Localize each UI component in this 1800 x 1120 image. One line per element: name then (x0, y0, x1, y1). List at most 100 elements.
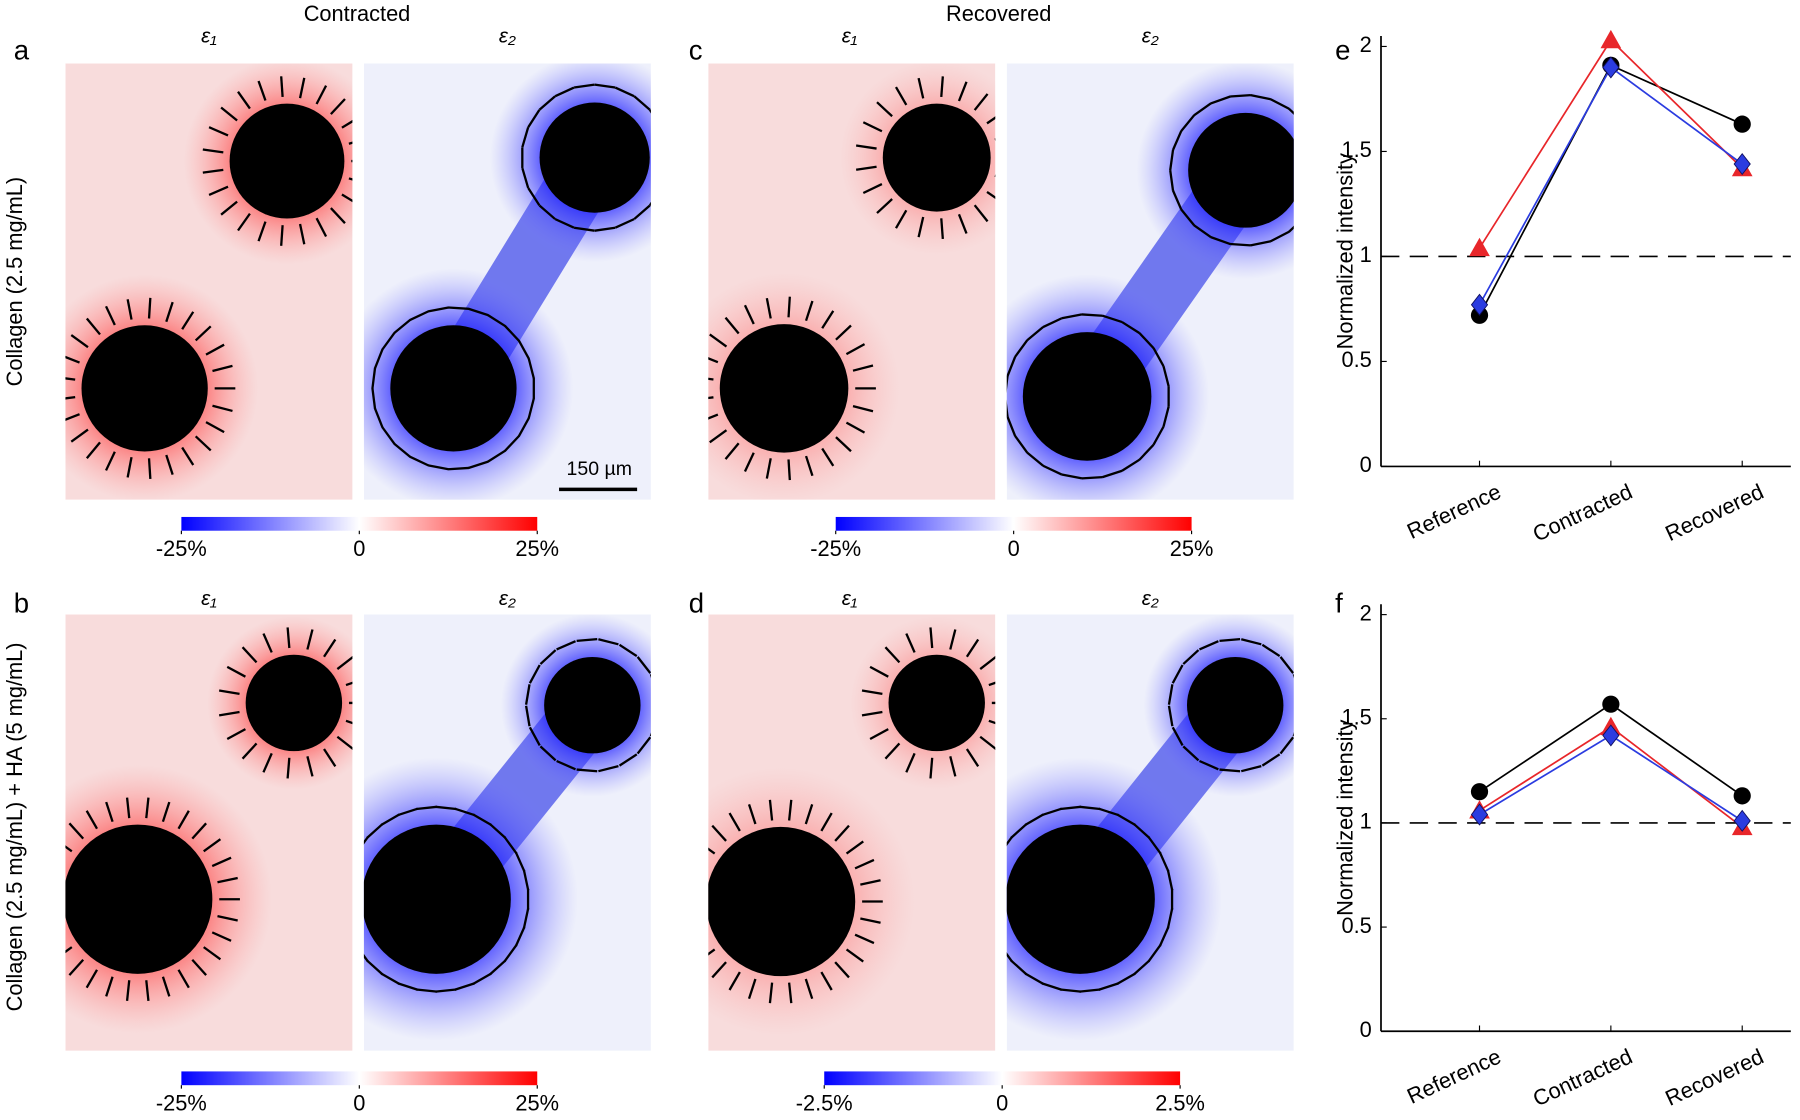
strain-direction (1121, 458, 1141, 472)
bead (888, 654, 985, 752)
strain-direction (181, 446, 195, 466)
bead (390, 325, 517, 452)
strain-direction (1270, 230, 1290, 243)
strain-direction (661, 168, 667, 188)
strain-direction (1182, 745, 1200, 762)
strain-direction (218, 689, 240, 695)
strain-direction (854, 933, 875, 945)
strain-map-content (363, 614, 651, 1051)
strain-direction (454, 807, 475, 817)
strain-direction (194, 435, 212, 452)
strain-direction (65, 845, 73, 853)
strain-direction (1138, 443, 1155, 461)
bead (81, 325, 208, 452)
row-title: Collagen (2.5 mg/mL) + HA (5 mg/mL) (2, 642, 27, 1011)
strain-direction (524, 705, 531, 727)
marker (1733, 787, 1751, 805)
strain-direction (241, 742, 258, 760)
strain-direction (1024, 972, 1044, 985)
panel-label: d (689, 588, 704, 619)
strain-direction (1133, 959, 1151, 976)
series-line (1479, 734, 1743, 822)
strain-direction (1240, 764, 1262, 773)
strain-direction (787, 799, 793, 821)
strain-direction (527, 109, 541, 128)
strain-direction (835, 436, 852, 453)
strain-direction (528, 664, 541, 684)
colorbar (824, 1071, 1181, 1086)
strain-direction (1060, 988, 1082, 993)
strain-direction (126, 456, 133, 478)
strain-direction (428, 306, 449, 313)
strain-direction (125, 980, 131, 1001)
colorbar-tick-label: -25% (810, 536, 861, 561)
strain-direction (1288, 225, 1294, 233)
strain-direction (205, 421, 225, 434)
strain-direction (724, 316, 740, 335)
strain-direction (126, 299, 133, 320)
strain-direction (835, 324, 852, 341)
strain-direction (988, 719, 996, 725)
strain-direction (633, 204, 651, 220)
strain-direction (1158, 851, 1170, 872)
strain-direction (711, 961, 727, 979)
strain-direction (905, 633, 916, 653)
x-tick-label: Reference (1403, 479, 1505, 544)
strain-direction (85, 810, 98, 830)
strain-direction (517, 340, 530, 360)
strain-direction (70, 428, 89, 443)
strain-direction (1006, 356, 1017, 377)
marker (1470, 783, 1489, 801)
bead (708, 826, 856, 977)
strain-direction (65, 413, 80, 421)
strain-direction (1152, 347, 1165, 367)
strain-label: ε₁ (201, 25, 217, 48)
strain-direction (821, 447, 835, 467)
strain-direction (177, 969, 190, 989)
strain-direction (965, 748, 980, 767)
strain-direction (1240, 638, 1262, 646)
strain-direction (44, 932, 63, 940)
x-tick-label: Recovered (1661, 1044, 1767, 1111)
y-tick-label: 0 (1360, 1017, 1372, 1042)
strain-label: ε₁ (842, 587, 858, 610)
strain-direction (648, 109, 651, 114)
bead (719, 324, 849, 453)
strain-direction (208, 126, 229, 137)
strain-direction (804, 455, 814, 477)
strain-direction (145, 797, 150, 819)
strain-map-content (708, 63, 996, 500)
strain-direction (594, 226, 616, 232)
bead (544, 657, 641, 754)
strain-direction (1304, 200, 1315, 218)
strain-direction (973, 93, 989, 111)
strain-direction (65, 355, 80, 364)
strain-direction (371, 388, 377, 409)
x-tick-label: Recovered (1661, 479, 1767, 546)
strain-direction (65, 946, 73, 954)
strain-direction (855, 165, 877, 171)
strain-direction (435, 805, 457, 811)
strain-direction (194, 325, 212, 342)
strain-direction (618, 643, 638, 658)
strain-direction (104, 305, 116, 326)
strain-direction (147, 297, 152, 319)
strain-direction (1292, 674, 1294, 678)
colorbar-tick-label: 0 (1008, 536, 1020, 561)
strain-direction (1166, 869, 1174, 891)
strain-direction (852, 404, 874, 413)
strain-direction (1116, 813, 1136, 826)
strain-direction (940, 218, 944, 240)
strain-direction (804, 978, 814, 1000)
strain-direction (860, 879, 881, 886)
strain-direction (1162, 406, 1170, 427)
strain-direction (845, 343, 866, 356)
strain-direction (397, 982, 419, 991)
strain-direction (528, 726, 541, 746)
strain-direction (576, 768, 598, 773)
strain-direction (845, 948, 864, 963)
bead (1022, 332, 1152, 461)
strain-direction (1006, 401, 1009, 417)
colorbar-tick-label: 0 (353, 1090, 365, 1115)
strain-direction (409, 310, 430, 322)
